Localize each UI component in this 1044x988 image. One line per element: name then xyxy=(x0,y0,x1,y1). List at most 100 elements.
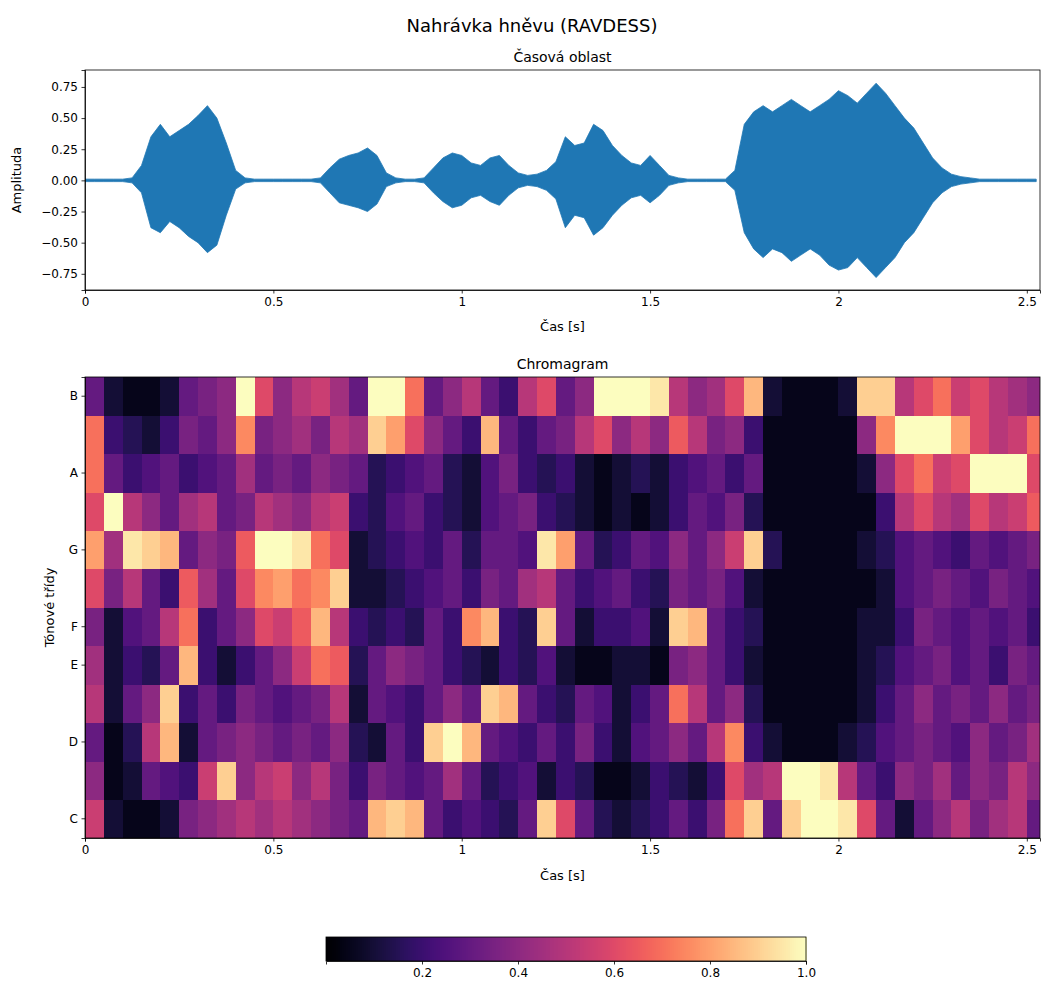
heatmap-cell xyxy=(801,377,820,416)
heatmap-cell xyxy=(368,531,387,570)
heatmap-cell xyxy=(763,531,782,570)
colorbar-axis-line xyxy=(327,962,807,965)
heatmap-cell xyxy=(933,454,952,493)
y-tick-label: C xyxy=(70,812,78,826)
plot-frame xyxy=(85,377,1040,838)
heatmap-cell xyxy=(782,569,801,608)
heatmap-cell xyxy=(179,684,198,723)
heatmap-cell xyxy=(914,454,933,493)
heatmap-cell xyxy=(537,646,556,685)
heatmap-cell xyxy=(311,646,330,685)
heatmap-cell xyxy=(386,800,405,838)
heatmap-cell xyxy=(876,800,895,838)
heatmap-cell xyxy=(537,761,556,800)
heatmap-cell xyxy=(650,608,669,647)
y-tick-label: D xyxy=(69,735,78,749)
heatmap-cell xyxy=(405,377,424,416)
colorbar-tick: 0.8 xyxy=(701,961,720,980)
heatmap-cell xyxy=(857,761,876,800)
heatmap-cell xyxy=(160,377,179,416)
heatmap-cell xyxy=(123,723,142,762)
heatmap-cell xyxy=(669,415,688,454)
heatmap-cell xyxy=(198,646,217,685)
heatmap-cell xyxy=(857,569,876,608)
heatmap-cell xyxy=(575,492,594,531)
heatmap-cell xyxy=(142,684,161,723)
heatmap-cell xyxy=(951,415,970,454)
heatmap-cell xyxy=(556,761,575,800)
heatmap-cell xyxy=(857,608,876,647)
heatmap-cell xyxy=(443,646,462,685)
y-tick-label: A xyxy=(70,466,79,480)
y-tick-mark xyxy=(82,549,86,550)
heatmap-cell xyxy=(763,377,782,416)
heatmap-cell xyxy=(160,800,179,838)
heatmap-cell xyxy=(179,454,198,493)
y-tick: F xyxy=(71,620,85,634)
heatmap-cell xyxy=(575,723,594,762)
heatmap-cell xyxy=(217,761,236,800)
heatmap-cell xyxy=(951,646,970,685)
heatmap-cell xyxy=(1008,800,1027,838)
heatmap-cell xyxy=(970,608,989,647)
x-tick-mark xyxy=(650,290,651,294)
heatmap-cell xyxy=(631,800,650,838)
heatmap-cell xyxy=(612,531,631,570)
heatmap-cell xyxy=(424,646,443,685)
heatmap-cell xyxy=(556,800,575,838)
heatmap-cell xyxy=(782,723,801,762)
x-tick-mark xyxy=(273,290,274,294)
heatmap-cell xyxy=(631,761,650,800)
heatmap-cell xyxy=(198,415,217,454)
heatmap-cell xyxy=(424,608,443,647)
heatmap-cell xyxy=(612,608,631,647)
x-tick: 0 xyxy=(82,838,90,857)
heatmap-cell xyxy=(989,492,1008,531)
heatmap-cell xyxy=(970,569,989,608)
heatmap-cell xyxy=(236,684,255,723)
heatmap-cell xyxy=(462,608,481,647)
heatmap-cell xyxy=(85,531,104,570)
panel-title: Chromagram xyxy=(517,356,609,372)
heatmap-cell xyxy=(179,492,198,531)
heatmap-cell xyxy=(951,377,970,416)
heatmap-cell xyxy=(895,723,914,762)
y-tick-label: B xyxy=(70,389,78,403)
colorbar-tick-label: 0.8 xyxy=(701,966,720,980)
heatmap-cell xyxy=(104,684,123,723)
heatmap-cell xyxy=(970,646,989,685)
heatmap-cell xyxy=(631,608,650,647)
heatmap-cell xyxy=(669,800,688,838)
heatmap-cell xyxy=(895,684,914,723)
heatmap-cell xyxy=(179,646,198,685)
heatmap-cell xyxy=(273,531,292,570)
y-axis: −0.75−0.50−0.250.000.250.500.75 xyxy=(41,71,85,291)
heatmap-cell xyxy=(424,531,443,570)
heatmap-cell xyxy=(914,377,933,416)
heatmap-cell xyxy=(443,569,462,608)
heatmap-cell xyxy=(123,761,142,800)
heatmap-cell xyxy=(537,684,556,723)
heatmap-cell xyxy=(1008,608,1027,647)
heatmap-cell xyxy=(481,415,500,454)
heatmap-cell xyxy=(142,608,161,647)
heatmap-cell xyxy=(631,377,650,416)
heatmap-cell xyxy=(236,454,255,493)
heatmap-cell xyxy=(707,415,726,454)
heatmap-cell xyxy=(273,569,292,608)
heatmap-cell xyxy=(462,800,481,838)
heatmap-cell xyxy=(782,454,801,493)
heatmap-cell xyxy=(311,454,330,493)
heatmap-cell xyxy=(933,761,952,800)
heatmap-cell xyxy=(1008,531,1027,570)
heatmap-cell xyxy=(876,377,895,416)
heatmap-cell xyxy=(368,800,387,838)
heatmap-cell xyxy=(895,569,914,608)
heatmap-cell xyxy=(330,723,349,762)
heatmap-cell xyxy=(838,646,857,685)
heatmap-cell xyxy=(989,646,1008,685)
heatmap-cell xyxy=(688,377,707,416)
x-tick-label: 1.5 xyxy=(641,843,660,857)
heatmap-cell xyxy=(989,377,1008,416)
heatmap-cell xyxy=(1008,454,1027,493)
